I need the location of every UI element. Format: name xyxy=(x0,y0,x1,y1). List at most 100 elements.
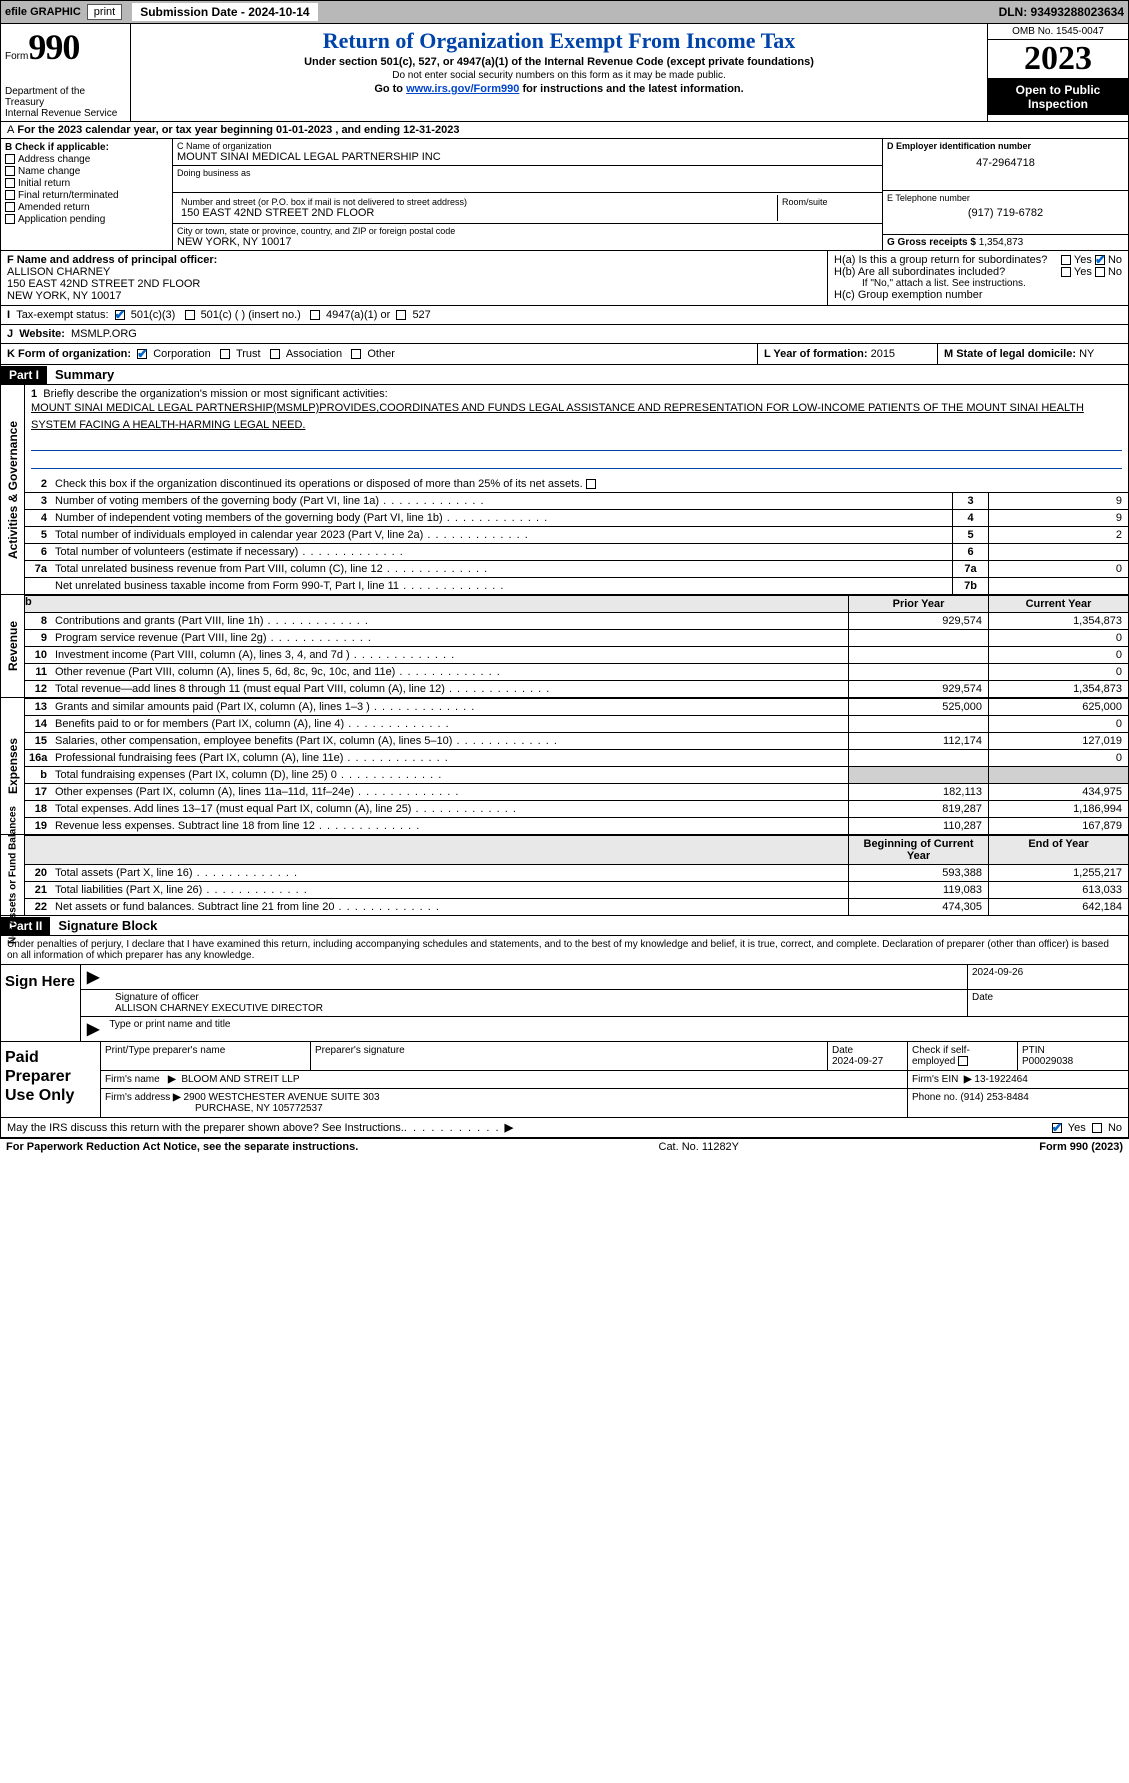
officer-addr1: 150 EAST 42ND STREET 2ND FLOOR xyxy=(7,278,821,290)
cal-text: For the 2023 calendar year, or tax year … xyxy=(17,124,459,136)
chk-initial[interactable]: Initial return xyxy=(5,178,168,189)
line-row: 22Net assets or fund balances. Subtract … xyxy=(25,898,1128,915)
ssn-note: Do not enter social security numbers on … xyxy=(137,70,981,81)
room-label: Room/suite xyxy=(782,197,874,207)
summary-row: 5Total number of individuals employed in… xyxy=(25,526,1128,543)
f-label: F Name and address of principal officer: xyxy=(7,254,821,266)
line-row: 10Investment income (Part VIII, column (… xyxy=(25,646,1128,663)
line-row: 19Revenue less expenses. Subtract line 1… xyxy=(25,817,1128,834)
gross-value: 1,354,873 xyxy=(979,237,1024,248)
part-i-title: Summary xyxy=(47,365,122,384)
discuss-question: May the IRS discuss this return with the… xyxy=(7,1122,404,1134)
rev-header: b Prior Year Current Year xyxy=(25,595,1128,612)
paid-preparer-block: Paid Preparer Use Only Print/Type prepar… xyxy=(0,1042,1129,1118)
chk-final[interactable]: Final return/terminated xyxy=(5,190,168,201)
cat-no: Cat. No. 11282Y xyxy=(358,1141,1039,1153)
line-row: 13Grants and similar amounts paid (Part … xyxy=(25,698,1128,715)
part-ii-title: Signature Block xyxy=(50,916,165,935)
tax-year: 2023 xyxy=(988,40,1128,79)
revenue-section: Revenue b Prior Year Current Year 8Contr… xyxy=(0,595,1129,698)
print-button[interactable]: print xyxy=(87,4,122,20)
current-year-hdr: Current Year xyxy=(988,596,1128,612)
chk-501c3[interactable] xyxy=(115,310,125,320)
preparer-sig-label: Preparer's signature xyxy=(311,1042,828,1070)
vlabel-net: Net Assets or Fund Balances xyxy=(7,806,18,944)
prior-year-hdr: Prior Year xyxy=(848,596,988,612)
chk-527[interactable] xyxy=(396,310,406,320)
omb-number: OMB No. 1545-0047 xyxy=(988,24,1128,40)
chk-corp[interactable] xyxy=(137,349,147,359)
mission-text: MOUNT SINAI MEDICAL LEGAL PARTNERSHIP(MS… xyxy=(31,400,1122,433)
ein-value: 47-2964718 xyxy=(887,157,1124,169)
chk-assoc[interactable] xyxy=(270,349,280,359)
line-row: 20Total assets (Part X, line 16)593,3881… xyxy=(25,864,1128,881)
vlabel-rev: Revenue xyxy=(6,621,20,671)
part-i-header: Part I Summary xyxy=(0,365,1129,385)
chk-501c[interactable] xyxy=(185,310,195,320)
chk-trust[interactable] xyxy=(220,349,230,359)
col-b: B Check if applicable: Address change Na… xyxy=(1,139,173,250)
line-row: bTotal fundraising expenses (Part IX, co… xyxy=(25,766,1128,783)
tax-status-label: Tax-exempt status: xyxy=(16,309,108,321)
part-i-label: Part I xyxy=(1,366,47,384)
col-de: D Employer identification number 47-2964… xyxy=(882,139,1128,250)
line-row: 9Program service revenue (Part VIII, lin… xyxy=(25,629,1128,646)
begin-year-hdr: Beginning of Current Year xyxy=(848,836,988,864)
officer-name: ALLISON CHARNEY xyxy=(7,266,821,278)
prep-date: 2024-09-27 xyxy=(832,1056,883,1067)
b-header: B Check if applicable: xyxy=(5,142,168,153)
fgh-block: F Name and address of principal officer:… xyxy=(0,251,1129,306)
a-label: A xyxy=(7,124,14,136)
sig-date: 2024-09-26 xyxy=(972,967,1023,978)
entity-block: B Check if applicable: Address change Na… xyxy=(0,139,1129,251)
phone-label: E Telephone number xyxy=(887,193,1124,203)
q2-text: Check this box if the organization disco… xyxy=(51,476,1128,492)
form-word: Form xyxy=(5,51,28,62)
summary-row: 4Number of independent voting members of… xyxy=(25,509,1128,526)
ha-row: H(a) Is this a group return for subordin… xyxy=(834,254,1122,266)
discuss-yes[interactable] xyxy=(1052,1123,1062,1133)
paid-preparer-label: Paid Preparer Use Only xyxy=(1,1042,101,1117)
chk-4947[interactable] xyxy=(310,310,320,320)
chk-name[interactable]: Name change xyxy=(5,166,168,177)
summary-row: 6Total number of volunteers (estimate if… xyxy=(25,543,1128,560)
line-row: 15Salaries, other compensation, employee… xyxy=(25,732,1128,749)
org-name-label: C Name of organization xyxy=(177,141,878,151)
line-row: 18Total expenses. Add lines 13–17 (must … xyxy=(25,800,1128,817)
q1-label: Briefly describe the organization's miss… xyxy=(43,388,387,400)
efile-label: efile GRAPHIC xyxy=(5,6,81,18)
firm-name: BLOOM AND STREIT LLP xyxy=(181,1074,299,1085)
line-row: 21Total liabilities (Part X, line 26)119… xyxy=(25,881,1128,898)
footer: For Paperwork Reduction Act Notice, see … xyxy=(0,1138,1129,1155)
hb-row: H(b) Are all subordinates included? Yes … xyxy=(834,266,1122,278)
chk-other[interactable] xyxy=(351,349,361,359)
col-c: C Name of organization MOUNT SINAI MEDIC… xyxy=(173,139,882,250)
discuss-no[interactable] xyxy=(1092,1123,1102,1133)
form-header: Form990 Department of the Treasury Inter… xyxy=(0,24,1129,122)
discuss-row: May the IRS discuss this return with the… xyxy=(0,1118,1129,1138)
sign-here-label: Sign Here xyxy=(1,965,81,1041)
chk-pending[interactable]: Application pending xyxy=(5,214,168,225)
chk-address[interactable]: Address change xyxy=(5,154,168,165)
paperwork-notice: For Paperwork Reduction Act Notice, see … xyxy=(6,1141,358,1153)
line-row: 16aProfessional fundraising fees (Part I… xyxy=(25,749,1128,766)
vlabel-ag: Activities & Governance xyxy=(6,420,20,558)
irs-link[interactable]: www.irs.gov/Form990 xyxy=(406,83,519,95)
officer-name-title: ALLISON CHARNEY EXECUTIVE DIRECTOR xyxy=(115,1003,323,1014)
irs-label: Internal Revenue Service xyxy=(5,108,126,119)
net-assets-section: Net Assets or Fund Balances Beginning of… xyxy=(0,835,1129,916)
end-year-hdr: End of Year xyxy=(988,836,1128,864)
state-domicile: NY xyxy=(1079,348,1094,360)
form-title: Return of Organization Exempt From Incom… xyxy=(137,28,981,54)
officer-addr2: NEW YORK, NY 10017 xyxy=(7,290,821,302)
goto-pre: Go to xyxy=(374,83,406,95)
line-row: 14Benefits paid to or for members (Part … xyxy=(25,715,1128,732)
m-label: M State of legal domicile: xyxy=(944,348,1076,360)
row-j: J Website: MSMLP.ORG xyxy=(0,325,1129,344)
open-inspection: Open to Public Inspection xyxy=(988,79,1128,115)
chk-amended[interactable]: Amended return xyxy=(5,202,168,213)
arrow-icon: ▶ xyxy=(81,1017,105,1041)
hb-note: If "No," attach a list. See instructions… xyxy=(834,278,1122,289)
perjury-statement: Under penalties of perjury, I declare th… xyxy=(0,936,1129,965)
firm-phone: (914) 253-8484 xyxy=(960,1092,1028,1103)
